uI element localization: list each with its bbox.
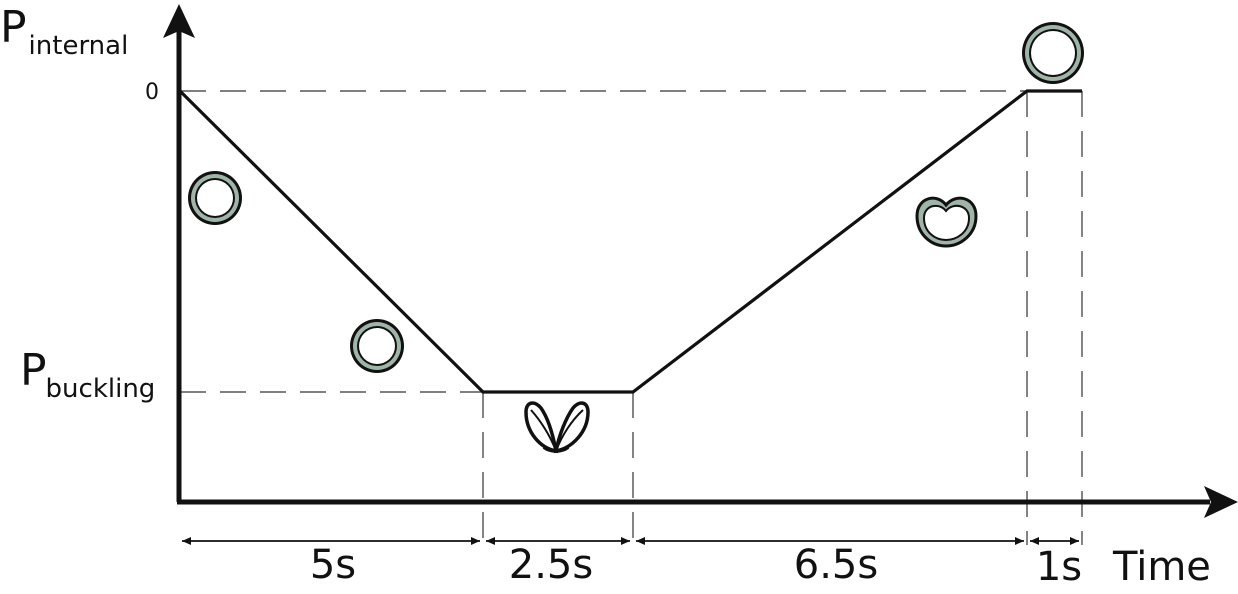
duration-label-2: 2.5s	[509, 542, 593, 588]
x-axis-arrow	[1204, 486, 1238, 518]
guide-lines	[180, 90, 1083, 545]
pressure-curve	[178, 89, 1082, 394]
duration-label-1: 5s	[310, 542, 356, 588]
recovering-shape	[915, 196, 978, 248]
duration-label-4: 1s	[1036, 544, 1082, 590]
duration-label-3: 6.5s	[794, 542, 878, 588]
buckled-shape	[524, 401, 590, 454]
ring-shape-2	[350, 319, 404, 373]
zero-tick-label: 0	[145, 80, 159, 105]
y-axis-arrow	[163, 4, 195, 38]
x-axis-label: Time	[1112, 544, 1211, 590]
buckling-tick-label: Pbuckling	[20, 345, 155, 404]
y-axis-label: Pinternal	[0, 2, 128, 61]
ring-shape-1	[188, 171, 242, 225]
axes	[163, 4, 1238, 518]
final-ring-shape	[1022, 22, 1084, 84]
